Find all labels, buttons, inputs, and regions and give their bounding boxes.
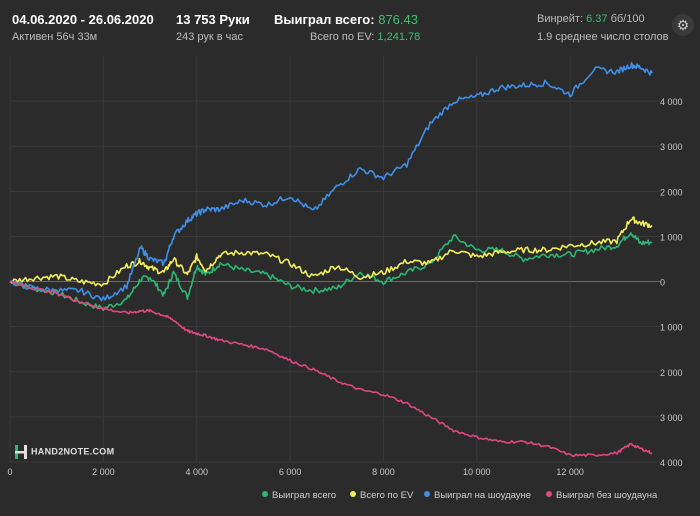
legend-item-showdown[interactable]: Выиграл на шоудауне [424, 490, 531, 501]
ev-total-label: Всего по EV: [310, 31, 375, 43]
legend-item-ev[interactable]: Всего по EV [350, 490, 413, 501]
ev-total-value: 1,241.78 [377, 31, 421, 43]
legend-item-non_showdown[interactable]: Выиграл без шоудауна [546, 490, 657, 501]
x-tick-label: 8 000 [372, 467, 395, 477]
series-line-ev [9, 216, 653, 287]
ev-total: Всего по EV: 1,241.78 [310, 31, 420, 43]
legend-swatch [350, 491, 356, 498]
x-tick-label: 12 000 [556, 467, 584, 477]
y-tick-label: 4 000 [660, 458, 683, 468]
y-tick-label: 0 [660, 278, 665, 288]
hands-count: 13 753 Руки [176, 12, 250, 27]
legend-item-won[interactable]: Выиграл всего [262, 490, 336, 501]
active-time: Активен 56ч 33м [12, 31, 98, 43]
winrate-value: 6.37 [586, 13, 608, 25]
legend-label: Выиграл на шоудауне [434, 490, 532, 501]
legend-label: Выиграл без шоудауна [556, 490, 658, 501]
series-line-non_showdown [10, 280, 653, 458]
x-tick-label: 10 000 [463, 467, 491, 477]
hands-per-hour: 243 рук в час [176, 31, 244, 43]
won-total-value: 876.43 [378, 12, 418, 27]
x-tick-label: 2 000 [92, 467, 115, 477]
y-tick-label: 1 000 [660, 232, 683, 242]
legend-swatch [546, 491, 552, 498]
x-tick-label: 6 000 [279, 467, 302, 477]
y-tick-label: 2 000 [660, 187, 683, 197]
winrate-label: Винрейт: [537, 13, 584, 25]
y-tick-label: 4 000 [660, 97, 683, 107]
hand2note-logo: HAND2NOTE.COM [14, 444, 114, 460]
series-line-showdown [9, 62, 653, 302]
date-range: 04.06.2020 - 26.06.2020 [12, 12, 154, 27]
avg-tables: 1.9 среднее число столов [537, 31, 669, 43]
legend-label: Выиграл всего [272, 490, 337, 501]
series-line-won [9, 232, 653, 311]
chart-header: 04.06.2020 - 26.06.2020 Активен 56ч 33м … [0, 0, 700, 52]
winrate-unit: бб/100 [610, 13, 645, 25]
legend-label: Всего по EV [360, 490, 414, 501]
x-tick-label: 0 [7, 467, 12, 477]
hand2note-logo-icon [15, 445, 27, 459]
won-total-label: Выиграл всего: [274, 12, 375, 27]
winrate: Винрейт: 6.37 бб/100 [537, 13, 645, 25]
y-tick-label: 3 000 [660, 142, 683, 152]
gear-icon[interactable]: ⚙ [672, 14, 694, 36]
y-tick-label: 1 000 [660, 323, 683, 333]
won-total: Выиграл всего: 876.43 [274, 12, 418, 27]
legend-swatch [424, 491, 430, 498]
y-tick-label: 3 000 [660, 413, 683, 423]
legend-swatch [262, 491, 268, 498]
y-tick-label: 2 000 [660, 368, 683, 378]
x-tick-label: 4 000 [185, 467, 208, 477]
logo-text: HAND2NOTE.COM [31, 446, 115, 457]
